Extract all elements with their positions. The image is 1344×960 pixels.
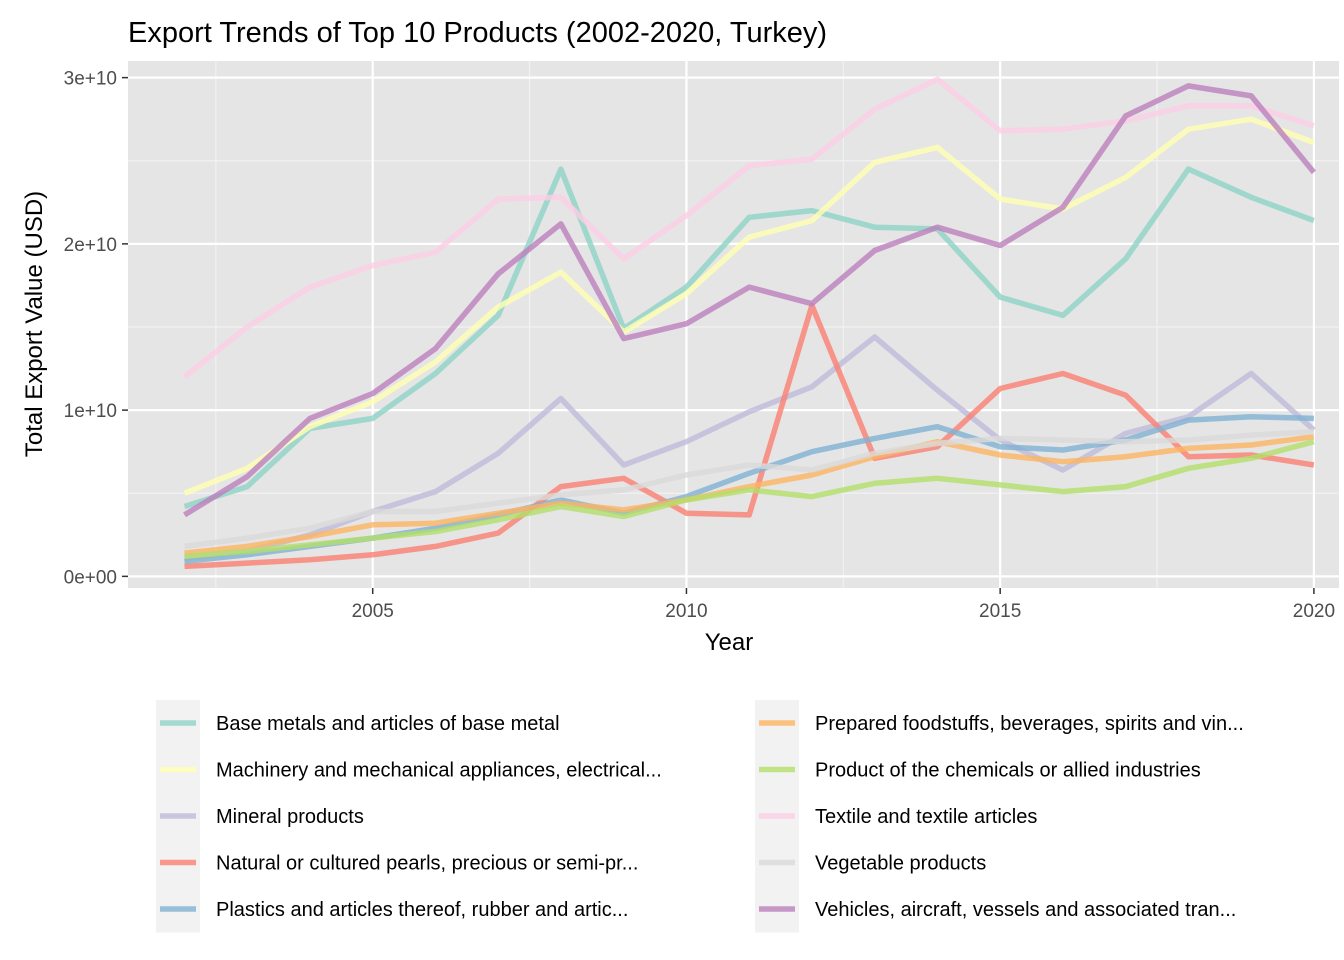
series-lines [182, 76, 1317, 570]
legend-label-4: Natural or cultured pearls, precious or … [216, 853, 638, 875]
legend-label-3: Mineral products [216, 806, 364, 828]
y-tick-label: 2e+10 [64, 235, 117, 256]
plot-panel [128, 61, 1339, 588]
y-tick-label: 1e+10 [64, 401, 117, 422]
x-tick-label: 2005 [352, 601, 394, 622]
series-line-6 [184, 433, 1315, 556]
series-line-9 [184, 428, 1315, 550]
legend-label-9: Vegetable products [815, 853, 986, 875]
x-axis-title: Year [705, 629, 754, 656]
x-tick-label: 2010 [665, 601, 707, 622]
chart-title: Export Trends of Top 10 Products (2002-2… [128, 17, 827, 49]
minor-gridlines [128, 61, 1339, 588]
legend-label-10: Vehicles, aircraft, vessels and associat… [815, 899, 1236, 921]
series-line-2 [183, 116, 1315, 496]
legend-label-1: Base metals and articles of base metal [216, 713, 560, 735]
series-line-7 [184, 439, 1315, 560]
y-tick-label: 3e+10 [64, 69, 117, 90]
legend-label-8: Textile and textile articles [815, 806, 1037, 828]
legend: Base metals and articles of base metal Ma… [156, 700, 1244, 933]
series-line-8 [182, 76, 1315, 380]
y-tick-label: 0e+00 [64, 567, 117, 588]
x-axis: 2005 2010 2015 2020 [352, 588, 1335, 622]
series-line-1 [183, 166, 1315, 510]
series-line-4 [184, 302, 1315, 570]
series-line-10 [183, 83, 1317, 518]
legend-label-2: Machinery and mechanical appliances, ele… [216, 760, 662, 782]
x-tick-label: 2020 [1293, 601, 1335, 622]
y-axis-title: Total Export Value (USD) [21, 191, 48, 457]
legend-label-7: Product of the chemicals or allied indus… [815, 760, 1201, 782]
y-axis: 0e+00 1e+10 2e+10 3e+10 [64, 69, 128, 588]
major-gridlines [128, 61, 1339, 588]
x-tick-label: 2015 [979, 601, 1021, 622]
legend-label-6: Prepared foodstuffs, beverages, spirits … [815, 713, 1244, 735]
legend-label-5: Plastics and articles thereof, rubber an… [216, 899, 628, 921]
